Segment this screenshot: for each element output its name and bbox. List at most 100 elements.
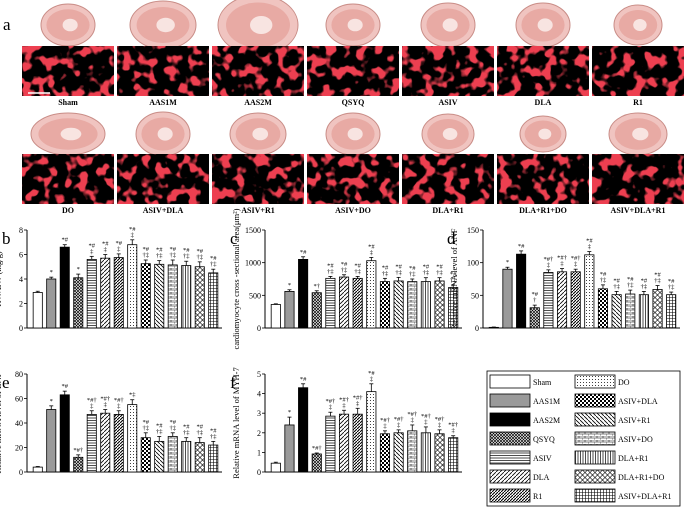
y-axis-label: HW/BW (mg/g) (0, 251, 3, 306)
bar-e-8 (140, 437, 151, 473)
group-label: DLA+R1+DO (519, 206, 567, 215)
significance-label: *#†‡ (409, 265, 416, 278)
significance-label: *‡ (129, 392, 136, 399)
bar-c-12 (434, 280, 445, 329)
significance-label: *#†‡ (354, 262, 361, 275)
bar-f-11 (420, 432, 431, 473)
significance-label: *#†‡ (571, 255, 582, 268)
y-tick-label: 60 (15, 395, 23, 404)
heart-section-1-groups_row2-lumen (157, 127, 173, 141)
legend-swatch (574, 374, 616, 389)
legend-label: AAS1M (533, 397, 560, 406)
significance-label: *#†‡ (448, 422, 459, 435)
bar-f-8 (379, 433, 391, 473)
bar-b-6 (113, 257, 124, 329)
significance-label: *#† (532, 291, 539, 304)
legend-label: ASIV+DLA (618, 397, 658, 406)
y-tick-label: 2 (19, 300, 23, 309)
bar-e-10 (167, 436, 178, 473)
significance-label: *#†‡ (450, 271, 457, 284)
cell-image-groups_row1-3 (307, 46, 399, 96)
legend-label: DO (618, 378, 630, 387)
bar-d-8 (597, 288, 609, 329)
bar-d-5 (556, 271, 568, 329)
bar-d-7 (584, 254, 595, 329)
group-label: ASIV+R1 (241, 206, 274, 215)
significance-label: *# ‡ (89, 242, 96, 255)
y-tick-label: 4 (257, 390, 261, 399)
significance-label: *#†‡ (380, 417, 391, 430)
y-tick-label: 3 (257, 409, 261, 418)
heart-section-4-groups_row1-lumen (442, 18, 458, 32)
bar-c-6 (352, 277, 363, 329)
bar-d-9 (611, 294, 622, 329)
significance-label: *# ‡ (368, 370, 375, 383)
significance-label: *#†‡ (341, 261, 348, 274)
significance-label: *#†‡ (654, 272, 661, 285)
legend-label: Sham (533, 378, 552, 387)
significance-label: *#†‡ (394, 416, 405, 429)
legend-swatch (489, 488, 531, 503)
significance-label: *#†‡ (627, 276, 634, 289)
bar-d-10 (625, 293, 636, 329)
significance-label: * (288, 282, 291, 289)
y-tick-label: 8 (19, 226, 23, 235)
bar-e-12 (194, 442, 205, 473)
significance-label: *#†‡ (183, 424, 190, 437)
y-tick-label: 1000 (245, 259, 261, 268)
bar-e-9 (154, 440, 165, 473)
cell-image-groups_row2-6 (592, 154, 684, 204)
panel-letter-e: e (2, 373, 10, 392)
bar-e-13 (208, 444, 219, 473)
legend-swatch (574, 431, 616, 446)
heart-section-5-groups_row2-lumen (538, 128, 552, 140)
bar-c-8 (379, 281, 391, 329)
legend-swatch (489, 374, 531, 389)
significance-label: *#†‡ (423, 264, 430, 277)
y-tick-label: 0 (257, 324, 261, 333)
significance-label: *# (62, 237, 69, 244)
group-label: ASIV+DLA+R1 (611, 206, 666, 215)
significance-label: *# ‡ (368, 243, 375, 256)
chart-e: e 0 20 40 60 80 Relative mRNA level of BNP * *# *… (0, 370, 222, 477)
legend-swatch (489, 393, 531, 408)
legend-label: AAS2M (533, 416, 560, 425)
y-tick-label: 5 (257, 370, 261, 379)
bar-f-4 (325, 415, 336, 473)
legend-label: ASIV+DLA+R1 (618, 492, 671, 501)
chart-c: c 0 500 1000 1500 cardiomyocyte cross -sectio… (230, 208, 462, 349)
significance-label: *#†‡ (641, 277, 648, 290)
significance-label: *#†‡ (143, 419, 150, 432)
group-label: DLA+R1 (432, 206, 463, 215)
bar-b-8 (140, 263, 151, 329)
significance-label: *#†‡ (114, 397, 125, 410)
significance-label: *#†‡ (544, 256, 555, 269)
heart-section-2-groups_row1-lumen (250, 16, 273, 34)
legend-label: ASIV+R1 (618, 416, 651, 425)
bar-f-6 (352, 413, 363, 473)
legend-swatch (489, 431, 531, 446)
bar-f-10 (407, 430, 418, 473)
bar-d-6 (570, 271, 581, 329)
group-label: R1 (633, 98, 643, 107)
bar-b-4 (86, 258, 97, 329)
significance-label: *#†‡ (100, 396, 111, 409)
bar-c-7 (366, 260, 377, 329)
legend-label: DLA+R1 (618, 454, 648, 463)
significance-label: *# (300, 376, 307, 383)
legend: Sham DO AAS1M ASIV+DLA AAS2M ASIV+R1 QSYQ ASIV+… (486, 370, 681, 507)
significance-label: *#†‡ (326, 398, 337, 411)
heart-section-1-groups_row1-lumen (156, 17, 175, 33)
bar-b-0 (32, 292, 43, 329)
bar-f-0 (270, 462, 281, 473)
y-tick-label: 1500 (245, 226, 261, 235)
bar-b-12 (194, 266, 205, 329)
legend-swatch (489, 450, 531, 465)
cell-image-groups_row2-0 (22, 154, 114, 204)
group-label: QSYQ (342, 98, 365, 107)
bar-b-13 (208, 272, 219, 329)
significance-label: *#†‡ (600, 271, 607, 284)
significance-label: *#† (73, 447, 84, 454)
legend-swatch (574, 412, 616, 427)
